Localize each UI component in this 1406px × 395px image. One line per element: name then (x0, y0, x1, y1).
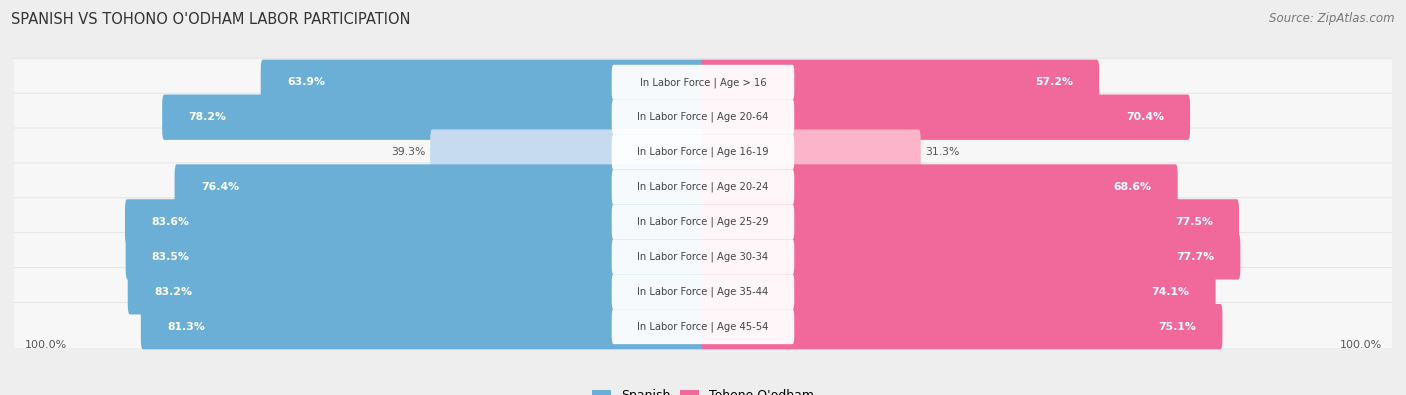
Text: 63.9%: 63.9% (287, 77, 325, 87)
Text: In Labor Force | Age 45-54: In Labor Force | Age 45-54 (637, 322, 769, 332)
FancyBboxPatch shape (128, 269, 704, 314)
Text: In Labor Force | Age 30-34: In Labor Force | Age 30-34 (637, 252, 769, 262)
FancyBboxPatch shape (612, 204, 794, 239)
Text: SPANISH VS TOHONO O'ODHAM LABOR PARTICIPATION: SPANISH VS TOHONO O'ODHAM LABOR PARTICIP… (11, 12, 411, 27)
Text: In Labor Force | Age 20-64: In Labor Force | Age 20-64 (637, 112, 769, 122)
Text: 39.3%: 39.3% (391, 147, 426, 157)
FancyBboxPatch shape (174, 164, 704, 210)
FancyBboxPatch shape (702, 304, 1222, 349)
FancyBboxPatch shape (13, 198, 1393, 246)
Text: 75.1%: 75.1% (1159, 322, 1197, 332)
FancyBboxPatch shape (702, 269, 1216, 314)
Text: 77.7%: 77.7% (1175, 252, 1215, 262)
Text: 76.4%: 76.4% (201, 182, 239, 192)
FancyBboxPatch shape (260, 60, 704, 105)
Text: 74.1%: 74.1% (1152, 287, 1189, 297)
FancyBboxPatch shape (702, 94, 1189, 140)
FancyBboxPatch shape (702, 164, 1178, 210)
Text: In Labor Force | Age > 16: In Labor Force | Age > 16 (640, 77, 766, 88)
FancyBboxPatch shape (612, 135, 794, 169)
FancyBboxPatch shape (13, 268, 1393, 316)
FancyBboxPatch shape (13, 163, 1393, 211)
Text: Source: ZipAtlas.com: Source: ZipAtlas.com (1270, 12, 1395, 25)
Text: 70.4%: 70.4% (1126, 112, 1164, 122)
FancyBboxPatch shape (612, 274, 794, 309)
Text: 77.5%: 77.5% (1175, 217, 1213, 227)
Legend: Spanish, Tohono O'odham: Spanish, Tohono O'odham (588, 384, 818, 395)
FancyBboxPatch shape (125, 234, 704, 280)
Text: 68.6%: 68.6% (1114, 182, 1152, 192)
FancyBboxPatch shape (612, 169, 794, 205)
Text: In Labor Force | Age 20-24: In Labor Force | Age 20-24 (637, 182, 769, 192)
FancyBboxPatch shape (13, 93, 1393, 141)
Text: 83.2%: 83.2% (153, 287, 191, 297)
Text: 31.3%: 31.3% (925, 147, 960, 157)
Text: 81.3%: 81.3% (167, 322, 205, 332)
FancyBboxPatch shape (430, 130, 704, 175)
FancyBboxPatch shape (13, 303, 1393, 351)
FancyBboxPatch shape (13, 58, 1393, 106)
FancyBboxPatch shape (612, 65, 794, 100)
Text: 57.2%: 57.2% (1035, 77, 1073, 87)
FancyBboxPatch shape (612, 100, 794, 135)
Text: In Labor Force | Age 16-19: In Labor Force | Age 16-19 (637, 147, 769, 157)
FancyBboxPatch shape (13, 233, 1393, 281)
FancyBboxPatch shape (702, 130, 921, 175)
Text: 100.0%: 100.0% (1340, 340, 1382, 350)
Text: 78.2%: 78.2% (188, 112, 226, 122)
Text: 83.5%: 83.5% (152, 252, 190, 262)
Text: 83.6%: 83.6% (152, 217, 190, 227)
FancyBboxPatch shape (612, 239, 794, 275)
FancyBboxPatch shape (702, 234, 1240, 280)
FancyBboxPatch shape (125, 199, 704, 245)
FancyBboxPatch shape (141, 304, 704, 349)
FancyBboxPatch shape (702, 199, 1239, 245)
FancyBboxPatch shape (13, 128, 1393, 176)
FancyBboxPatch shape (162, 94, 704, 140)
Text: In Labor Force | Age 25-29: In Labor Force | Age 25-29 (637, 217, 769, 227)
Text: 100.0%: 100.0% (24, 340, 66, 350)
FancyBboxPatch shape (612, 309, 794, 344)
FancyBboxPatch shape (702, 60, 1099, 105)
Text: In Labor Force | Age 35-44: In Labor Force | Age 35-44 (637, 286, 769, 297)
